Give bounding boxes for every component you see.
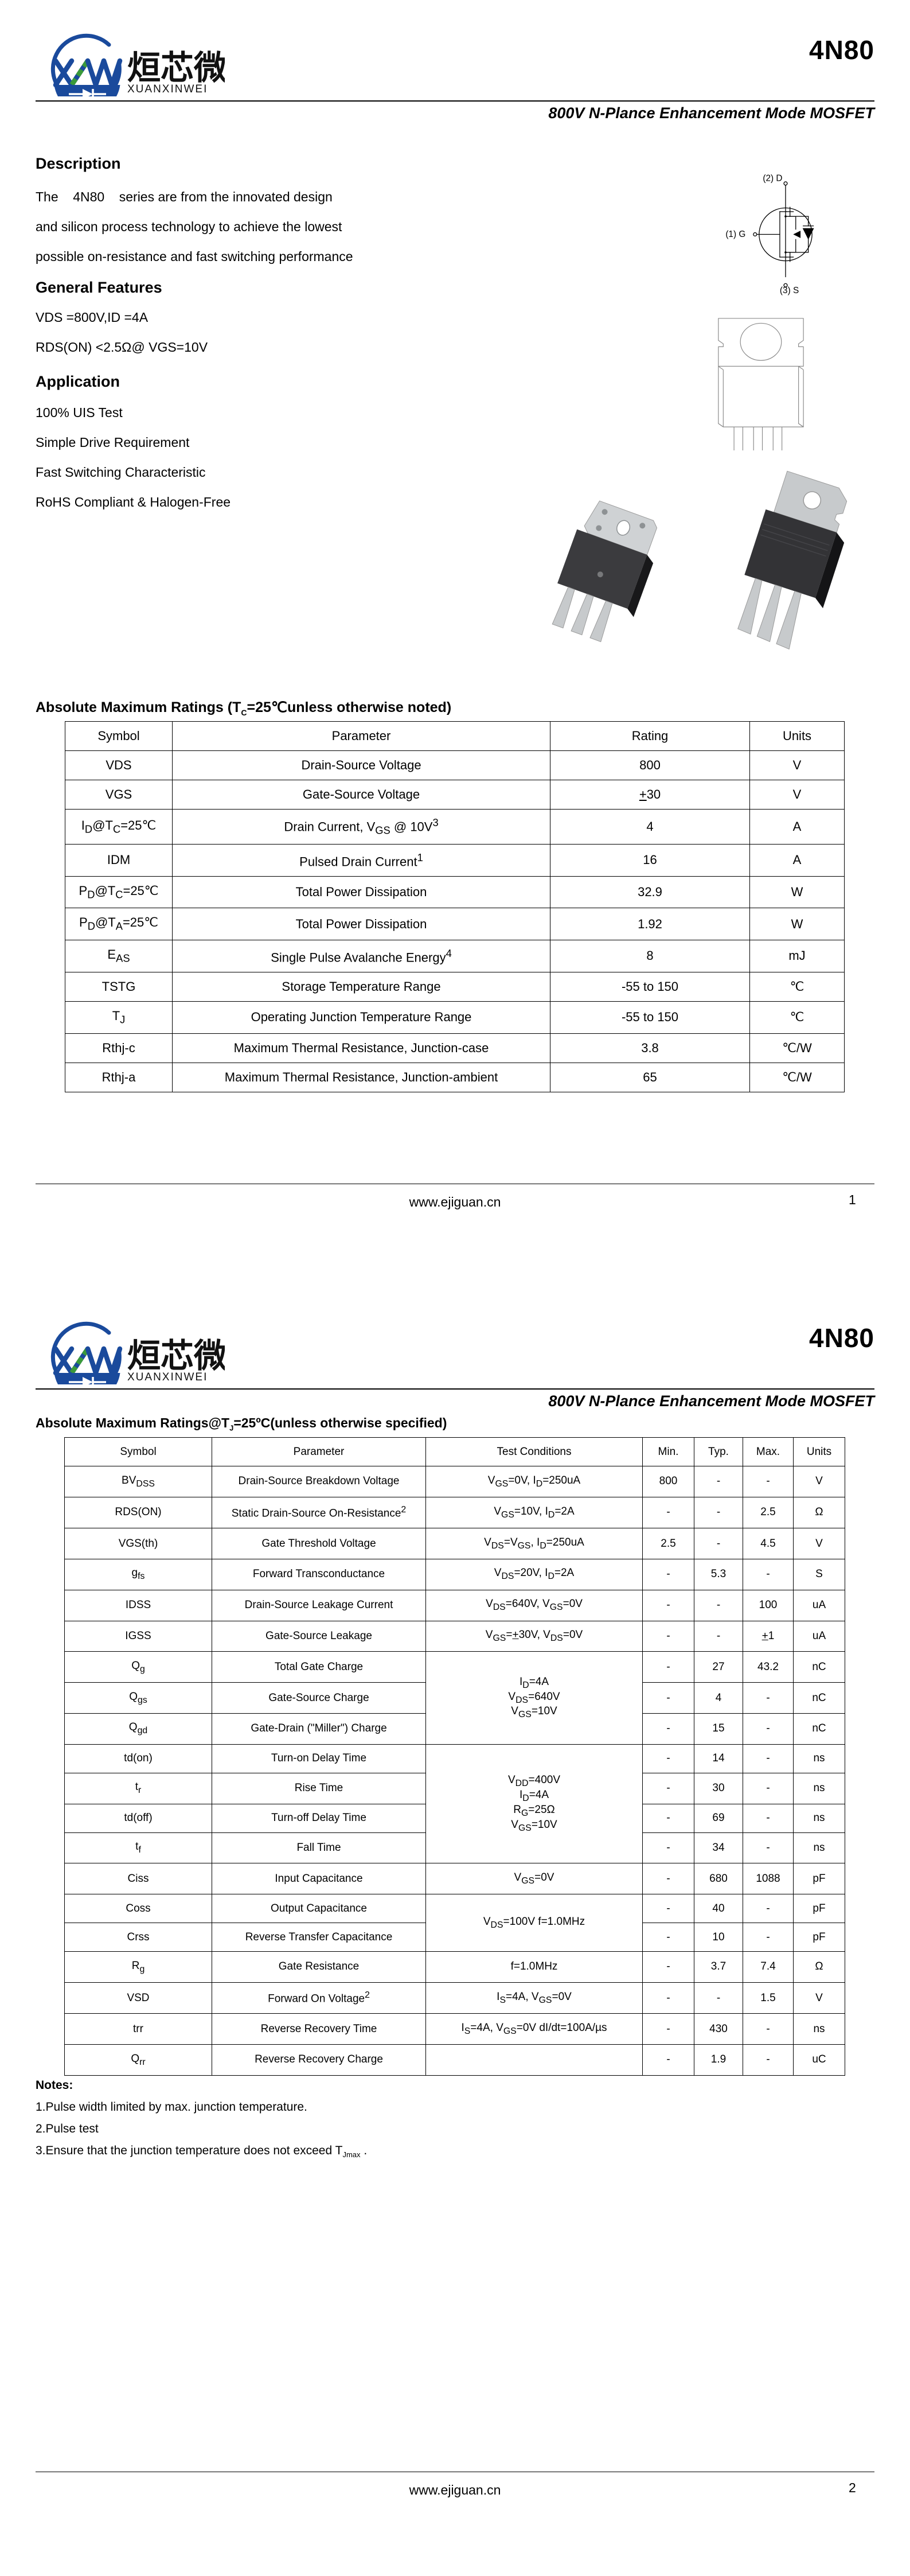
- svg-text:烜芯微: 烜芯微: [127, 1337, 225, 1375]
- svg-text:烜芯微: 烜芯微: [127, 49, 225, 87]
- svg-text:XUANXINWEI: XUANXINWEI: [127, 1371, 208, 1383]
- svg-text:(1) G: (1) G: [725, 229, 745, 239]
- svg-text:(3) S: (3) S: [780, 286, 799, 295]
- svg-text:XUANXINWEI: XUANXINWEI: [127, 83, 208, 95]
- svg-text:(2) D: (2) D: [763, 174, 782, 184]
